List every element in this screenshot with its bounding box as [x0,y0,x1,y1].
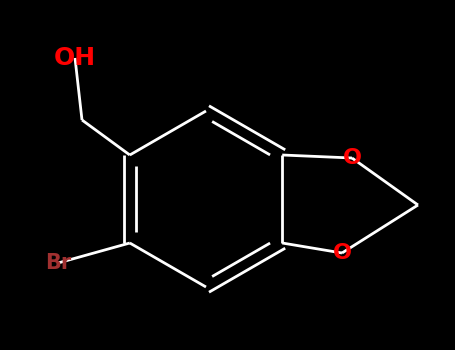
Text: O: O [333,243,352,263]
Text: Br: Br [45,253,71,273]
Text: O: O [343,148,362,168]
Text: OH: OH [54,46,96,70]
